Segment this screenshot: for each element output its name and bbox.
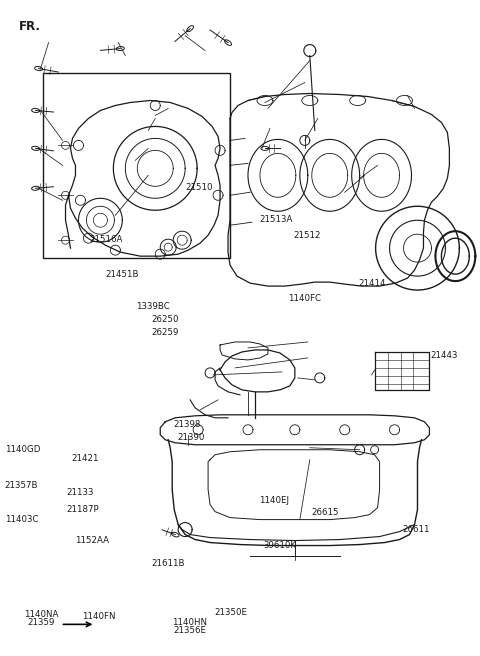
Text: 21390: 21390 [178, 433, 205, 442]
Text: 21513A: 21513A [259, 215, 292, 224]
Text: FR.: FR. [19, 20, 41, 33]
Text: 1140HN: 1140HN [172, 618, 207, 627]
Text: 26259: 26259 [152, 328, 179, 337]
Text: 21350E: 21350E [214, 608, 247, 617]
Text: 21451B: 21451B [105, 270, 139, 279]
Text: 21359: 21359 [28, 618, 55, 627]
Text: 26615: 26615 [312, 508, 339, 517]
Text: 21421: 21421 [72, 455, 99, 463]
Text: 21414: 21414 [359, 279, 386, 288]
Text: 1152AA: 1152AA [75, 536, 109, 545]
Text: 21510: 21510 [186, 183, 213, 192]
Text: 21516A: 21516A [89, 235, 122, 244]
Text: 21187P: 21187P [67, 506, 99, 514]
Text: 21398: 21398 [173, 420, 200, 429]
Text: 1140FN: 1140FN [82, 611, 116, 621]
Text: 21356E: 21356E [173, 626, 206, 635]
Text: 21357B: 21357B [4, 481, 38, 489]
Text: 21611B: 21611B [152, 559, 185, 568]
Text: 26611: 26611 [403, 525, 430, 534]
Text: 1140FC: 1140FC [288, 294, 321, 303]
Text: 21133: 21133 [67, 489, 94, 497]
Text: 1339BC: 1339BC [136, 302, 169, 311]
Text: 1140EJ: 1140EJ [259, 496, 289, 504]
Text: 21443: 21443 [431, 351, 458, 360]
Text: 39610K: 39610K [263, 541, 296, 550]
Text: 1140NA: 1140NA [24, 610, 59, 619]
Text: 21512: 21512 [294, 230, 321, 239]
Text: 11403C: 11403C [4, 515, 38, 523]
Text: 26250: 26250 [152, 315, 179, 324]
Text: 1140GD: 1140GD [4, 445, 40, 453]
